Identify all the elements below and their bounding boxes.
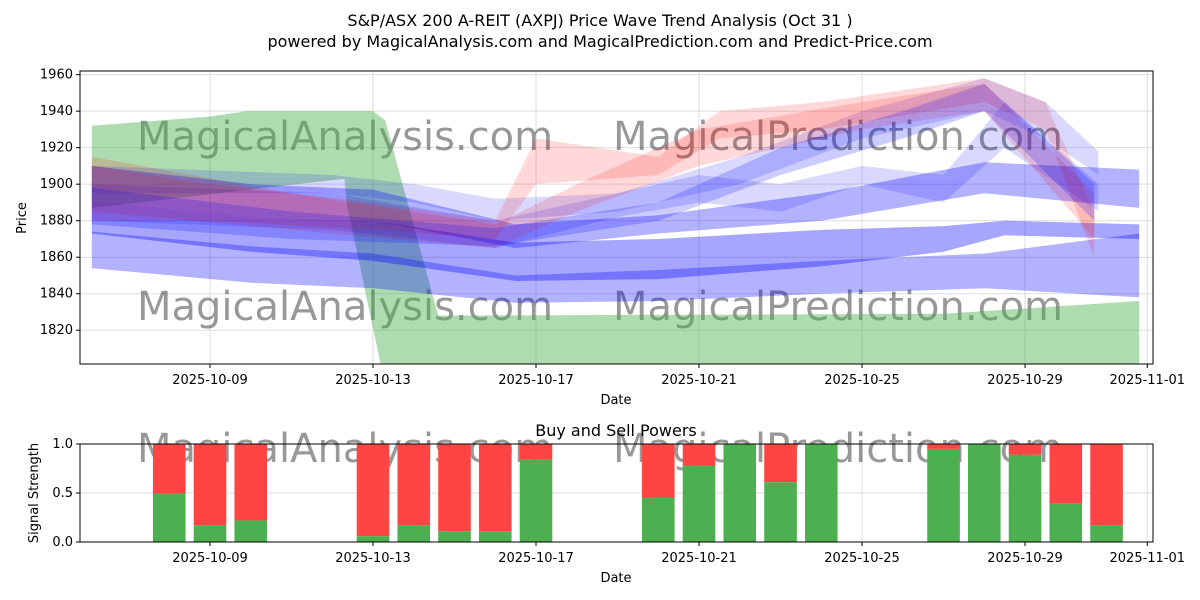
buy-power-bar [1090,525,1123,542]
red-wave-band [91,83,1095,249]
sell-power-bar [397,444,431,526]
watermark: MagicalPrediction.com [613,114,1063,160]
buy-power-bar [764,482,797,542]
buy-power-bar [397,525,431,542]
buy-power-bar [478,531,512,542]
chart-subtitle: powered by MagicalAnalysis.com and Magic… [267,32,932,51]
sell-power-bar [152,444,186,493]
x-tick-label: 2025-10-13 [335,373,411,388]
sell-power-bar [1090,444,1123,526]
watermark: MagicalPrediction.com [613,284,1063,330]
sell-power-bar [764,444,797,483]
y-tick-label: 1920 [40,141,73,156]
x-tick-label: 2025-10-29 [987,373,1063,388]
sell-power-bar [193,444,227,526]
buy-power-bar [519,459,553,542]
sell-power-bar [682,444,716,466]
blue-wave-band [91,83,1095,247]
y-tick-label: 1960 [40,68,73,83]
x-tick-label: 2025-10-29 [987,551,1063,566]
buy-power-bar [1049,503,1083,542]
x-tick-label: 2025-10-21 [661,373,737,388]
bar-x-axis-label: Date [600,571,631,586]
y-tick-label: 1940 [40,104,73,119]
x-tick-label: 2025-11-01 [1110,551,1186,566]
buy-power-bar [234,520,268,542]
chart-title: S&P/ASX 200 A-REIT (AXPJ) Price Wave Tre… [347,11,852,30]
y-tick-label: 1840 [40,287,73,302]
buy-power-bar [804,444,838,542]
watermark: MagicalAnalysis.com [137,114,553,160]
sell-power-bar [1008,444,1042,455]
blue-wave-band [91,78,1099,221]
buy-power-bar [641,497,675,542]
y-axis-label: Price [15,202,30,234]
x-tick-label: 2025-10-09 [172,373,248,388]
sell-power-bar [438,444,471,532]
buy-power-bar [152,493,186,542]
x-tick-label: 2025-10-25 [824,373,900,388]
x-tick-label: 2025-10-13 [335,551,411,566]
x-tick-label: 2025-10-17 [498,373,574,388]
buy-power-bar [193,525,227,542]
blue-wave-band [91,162,1140,249]
bar-y-axis-label: Signal Strength [27,443,42,543]
x-tick-label: 2025-10-25 [824,551,900,566]
y-tick-label: 1.0 [52,437,73,452]
watermark: MagicalAnalysis.com [137,284,553,330]
sell-power-bar [1049,444,1083,504]
bar-chart-title: Buy and Sell Powers [535,421,697,440]
x-tick-label: 2025-11-01 [1110,373,1186,388]
buy-power-bar [927,448,960,542]
blue-wave-band [91,200,1140,281]
y-tick-label: 0.0 [52,535,73,550]
buy-power-bar [1008,454,1042,542]
x-tick-label: 2025-10-17 [498,551,574,566]
buy-power-bar [356,536,390,542]
buy-power-bar [967,444,1001,542]
bar-plot-frame [79,443,1154,543]
buy-power-bar [438,531,471,542]
sell-power-bar [641,444,675,498]
sell-power-bar [478,444,512,532]
y-tick-label: 0.5 [52,486,73,501]
sell-power-bar [356,444,390,537]
x-tick-label: 2025-10-09 [172,551,248,566]
buy-power-bar [723,444,757,542]
x-axis-label: Date [600,393,631,408]
y-tick-label: 1880 [40,214,73,229]
y-tick-label: 1820 [40,323,73,338]
sell-power-bar [519,444,553,460]
plot-frame [79,70,1154,365]
sell-power-bar [234,444,268,521]
red-wave-band [91,78,1095,258]
y-tick-label: 1900 [40,177,73,192]
green-wave-band [91,111,1140,364]
y-tick-label: 1860 [40,250,73,265]
x-tick-label: 2025-10-21 [661,551,737,566]
blue-wave-band [91,231,1140,303]
blue-wave-band [91,102,1099,249]
buy-power-bar [682,465,716,542]
sell-power-bar [927,444,960,449]
